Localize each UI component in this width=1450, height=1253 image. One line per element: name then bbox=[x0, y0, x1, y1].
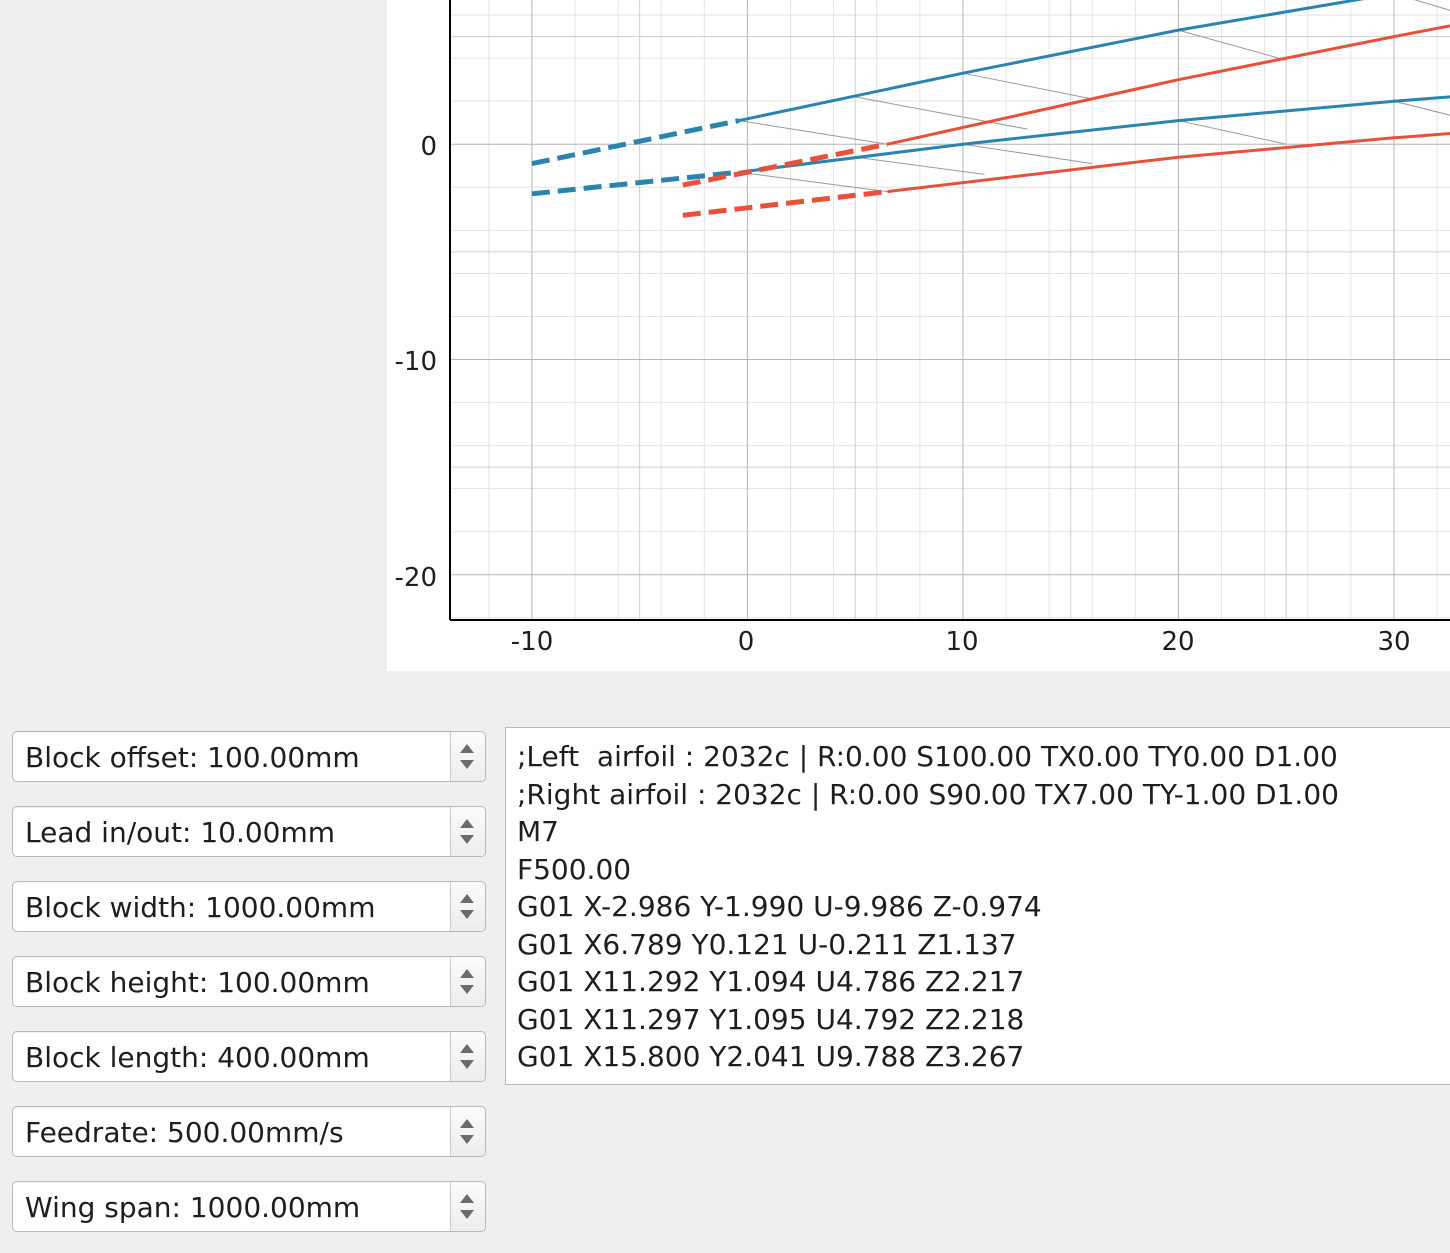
section-connector-line bbox=[855, 96, 1028, 130]
block-length-stepper[interactable] bbox=[450, 1032, 485, 1081]
gcode-output[interactable]: ;Left airfoil : 2032c | R:0.00 S100.00 T… bbox=[505, 727, 1450, 1085]
chevron-down-icon[interactable] bbox=[460, 1135, 474, 1144]
chevron-down-icon[interactable] bbox=[460, 760, 474, 769]
gcode-line: M7 bbox=[517, 815, 559, 848]
block-offset-spinbox[interactable]: Block offset: 100.00mm bbox=[12, 731, 486, 782]
grid-major bbox=[450, 0, 1450, 620]
section-connector-line bbox=[855, 156, 985, 175]
section-connector-line bbox=[1393, 100, 1450, 116]
x-tick-label: 20 bbox=[1161, 627, 1194, 657]
lead-in-line bbox=[531, 169, 740, 197]
chevron-up-icon[interactable] bbox=[460, 894, 474, 903]
lead-in-line bbox=[682, 189, 888, 218]
chevron-down-icon[interactable] bbox=[460, 1210, 474, 1219]
plot-axes bbox=[449, 0, 1450, 621]
lead-in-line bbox=[531, 118, 740, 167]
chevron-up-icon[interactable] bbox=[460, 1119, 474, 1128]
lead-in-line bbox=[682, 141, 888, 188]
x-tick-label: 10 bbox=[945, 627, 978, 657]
block-offset-value[interactable]: Block offset: 100.00mm bbox=[25, 741, 360, 774]
wing-span-spinbox[interactable]: Wing span: 1000.00mm bbox=[12, 1181, 486, 1232]
gcode-line: ;Left airfoil : 2032c | R:0.00 S100.00 T… bbox=[517, 740, 1338, 773]
block-width-stepper[interactable] bbox=[450, 882, 485, 931]
profile-series bbox=[531, 0, 1450, 218]
gcode-line: G01 X-2.986 Y-1.990 U-9.986 Z-0.974 bbox=[517, 890, 1042, 923]
block-width-spinbox[interactable]: Block width: 1000.00mm bbox=[12, 881, 486, 932]
feedrate-stepper[interactable] bbox=[450, 1107, 485, 1156]
chevron-down-icon[interactable] bbox=[460, 1060, 474, 1069]
block-height-spinbox[interactable]: Block height: 100.00mm bbox=[12, 956, 486, 1007]
x-tick-label: 30 bbox=[1377, 627, 1410, 657]
profile-line bbox=[887, 24, 1450, 146]
gcode-line: ;Right airfoil : 2032c | R:0.00 S90.00 T… bbox=[517, 777, 1339, 811]
chevron-down-icon[interactable] bbox=[460, 910, 474, 919]
profile-line bbox=[738, 0, 1365, 123]
y-tick-label: 0 bbox=[420, 132, 437, 162]
gcode-line: F500.00 bbox=[517, 852, 632, 886]
section-connector-line bbox=[738, 171, 888, 193]
chevron-up-icon[interactable] bbox=[460, 819, 474, 828]
section-connector-line bbox=[962, 72, 1093, 100]
x-tick-label: -10 bbox=[511, 627, 553, 657]
grid-minor bbox=[450, 0, 1450, 620]
feedrate-spinbox[interactable]: Feedrate: 500.00mm/s bbox=[12, 1106, 486, 1157]
gcode-line: G01 X11.297 Y1.095 U4.792 Z2.218 bbox=[517, 1002, 1025, 1036]
wing-span-stepper[interactable] bbox=[450, 1182, 485, 1231]
profile-line bbox=[738, 95, 1450, 174]
tick-labels: 0 -10 -20 -10 0 10 20 30 bbox=[395, 132, 1411, 657]
block-height-value[interactable]: Block height: 100.00mm bbox=[25, 966, 370, 999]
lead-in-out-stepper[interactable] bbox=[450, 807, 485, 856]
wing-span-value[interactable]: Wing span: 1000.00mm bbox=[25, 1191, 361, 1224]
y-tick-label: -20 bbox=[395, 563, 437, 593]
chevron-up-icon[interactable] bbox=[460, 1194, 474, 1203]
chevron-up-icon[interactable] bbox=[460, 969, 474, 978]
section-connector-line bbox=[738, 120, 888, 145]
x-tick-label: 0 bbox=[738, 627, 755, 657]
profile-line bbox=[887, 132, 1450, 194]
block-length-value[interactable]: Block length: 400.00mm bbox=[25, 1041, 370, 1074]
chevron-down-icon[interactable] bbox=[460, 835, 474, 844]
block-offset-stepper[interactable] bbox=[450, 732, 485, 781]
section-connector-line bbox=[1413, 0, 1450, 11]
section-connector-line bbox=[1178, 29, 1287, 61]
gcode-line: G01 X15.800 Y2.041 U9.788 Z3.267 bbox=[517, 1040, 1025, 1073]
block-height-stepper[interactable] bbox=[450, 957, 485, 1006]
section-connector-lines bbox=[738, 0, 1450, 193]
block-width-value[interactable]: Block width: 1000.00mm bbox=[25, 891, 376, 924]
chevron-up-icon[interactable] bbox=[460, 1044, 474, 1053]
feedrate-value[interactable]: Feedrate: 500.00mm/s bbox=[25, 1116, 344, 1149]
y-tick-label: -10 bbox=[395, 347, 437, 377]
chevron-up-icon[interactable] bbox=[460, 744, 474, 753]
section-connector-line bbox=[962, 143, 1093, 165]
airfoil-plot: 0 -10 -20 -10 0 10 20 30 bbox=[395, 0, 1450, 657]
lead-in-out-spinbox[interactable]: Lead in/out: 10.00mm bbox=[12, 806, 486, 857]
block-length-spinbox[interactable]: Block length: 400.00mm bbox=[12, 1031, 486, 1082]
chevron-down-icon[interactable] bbox=[460, 985, 474, 994]
gcode-line: G01 X6.789 Y0.121 U-0.211 Z1.137 bbox=[517, 927, 1017, 961]
gcode-line: G01 X11.292 Y1.094 U4.786 Z2.217 bbox=[517, 965, 1025, 998]
lead-in-out-value[interactable]: Lead in/out: 10.00mm bbox=[25, 816, 336, 849]
section-connector-line bbox=[1178, 120, 1287, 145]
airfoil-plot-panel: 0 -10 -20 -10 0 10 20 30 bbox=[387, 0, 1450, 671]
